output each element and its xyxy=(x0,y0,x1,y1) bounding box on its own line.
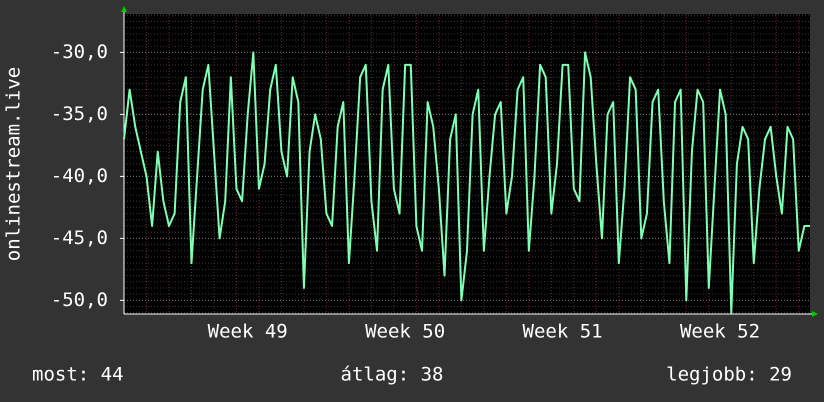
y-tick-label: -45,0 xyxy=(51,227,108,249)
x-tick-label: Week 50 xyxy=(365,321,445,343)
y-tick-label: -30,0 xyxy=(51,41,108,63)
y-axis-label: onlinestream.live xyxy=(3,67,25,261)
data-line xyxy=(123,51,810,314)
y-tick-label: -35,0 xyxy=(51,103,108,125)
y-tick-label: -40,0 xyxy=(51,165,108,187)
x-tick-label: Week 51 xyxy=(523,321,603,343)
footer-average: átlag: 38 xyxy=(341,364,444,386)
x-arrow xyxy=(812,311,818,317)
y-tick-label: -50,0 xyxy=(51,289,108,311)
footer-best: legjobb: 29 xyxy=(666,364,792,386)
y-arrow xyxy=(121,6,127,12)
grid xyxy=(123,14,810,314)
footer-current: most: 44 xyxy=(32,364,124,386)
x-tick-label: Week 49 xyxy=(208,321,288,343)
x-tick-label: Week 52 xyxy=(680,321,760,343)
